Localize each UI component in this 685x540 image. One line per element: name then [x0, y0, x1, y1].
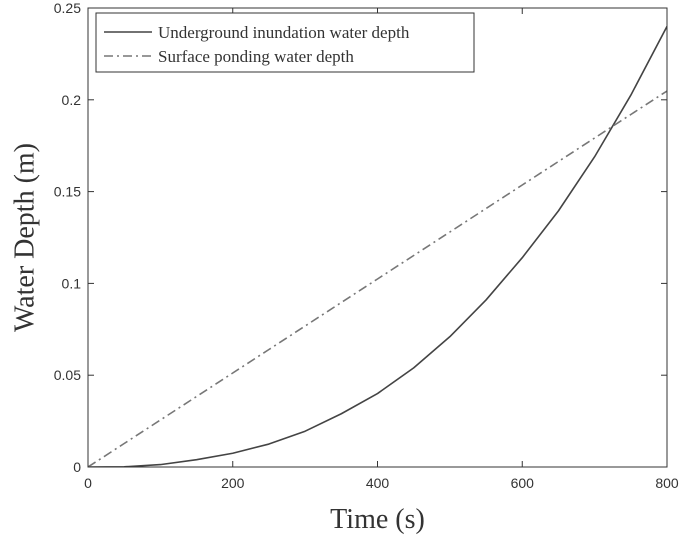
- legend-label-1: Underground inundation water depth: [158, 23, 410, 42]
- legend: Underground inundation water depth Surfac…: [95, 12, 475, 73]
- y-tick-label: 0.25: [54, 0, 81, 16]
- plot-layer: [88, 25, 667, 467]
- series-group: [88, 25, 667, 467]
- x-tick-label: 0: [84, 475, 92, 491]
- series-line-2: [88, 90, 667, 467]
- x-tick-label: 800: [655, 475, 679, 491]
- y-tick-label: 0.15: [54, 184, 81, 200]
- axes-layer: 0 200 400 600 800 0 0.05 0.1 0.15 0.2 0.25: [54, 0, 679, 491]
- y-tick-label: 0.1: [62, 275, 82, 291]
- x-tick-label: 600: [511, 475, 535, 491]
- legend-box: [95, 12, 475, 73]
- legend-label-2: Surface ponding water depth: [158, 47, 354, 66]
- series-line-1: [88, 25, 667, 467]
- x-axis-title: Time (s): [330, 504, 425, 535]
- x-tick-label: 200: [221, 475, 245, 491]
- y-tick-label: 0: [73, 459, 81, 475]
- y-tick-label: 0.2: [62, 92, 82, 108]
- y-axis-title: Water Depth (m): [9, 143, 40, 332]
- x-tick-label: 400: [366, 475, 390, 491]
- y-tick-label: 0.05: [54, 367, 81, 383]
